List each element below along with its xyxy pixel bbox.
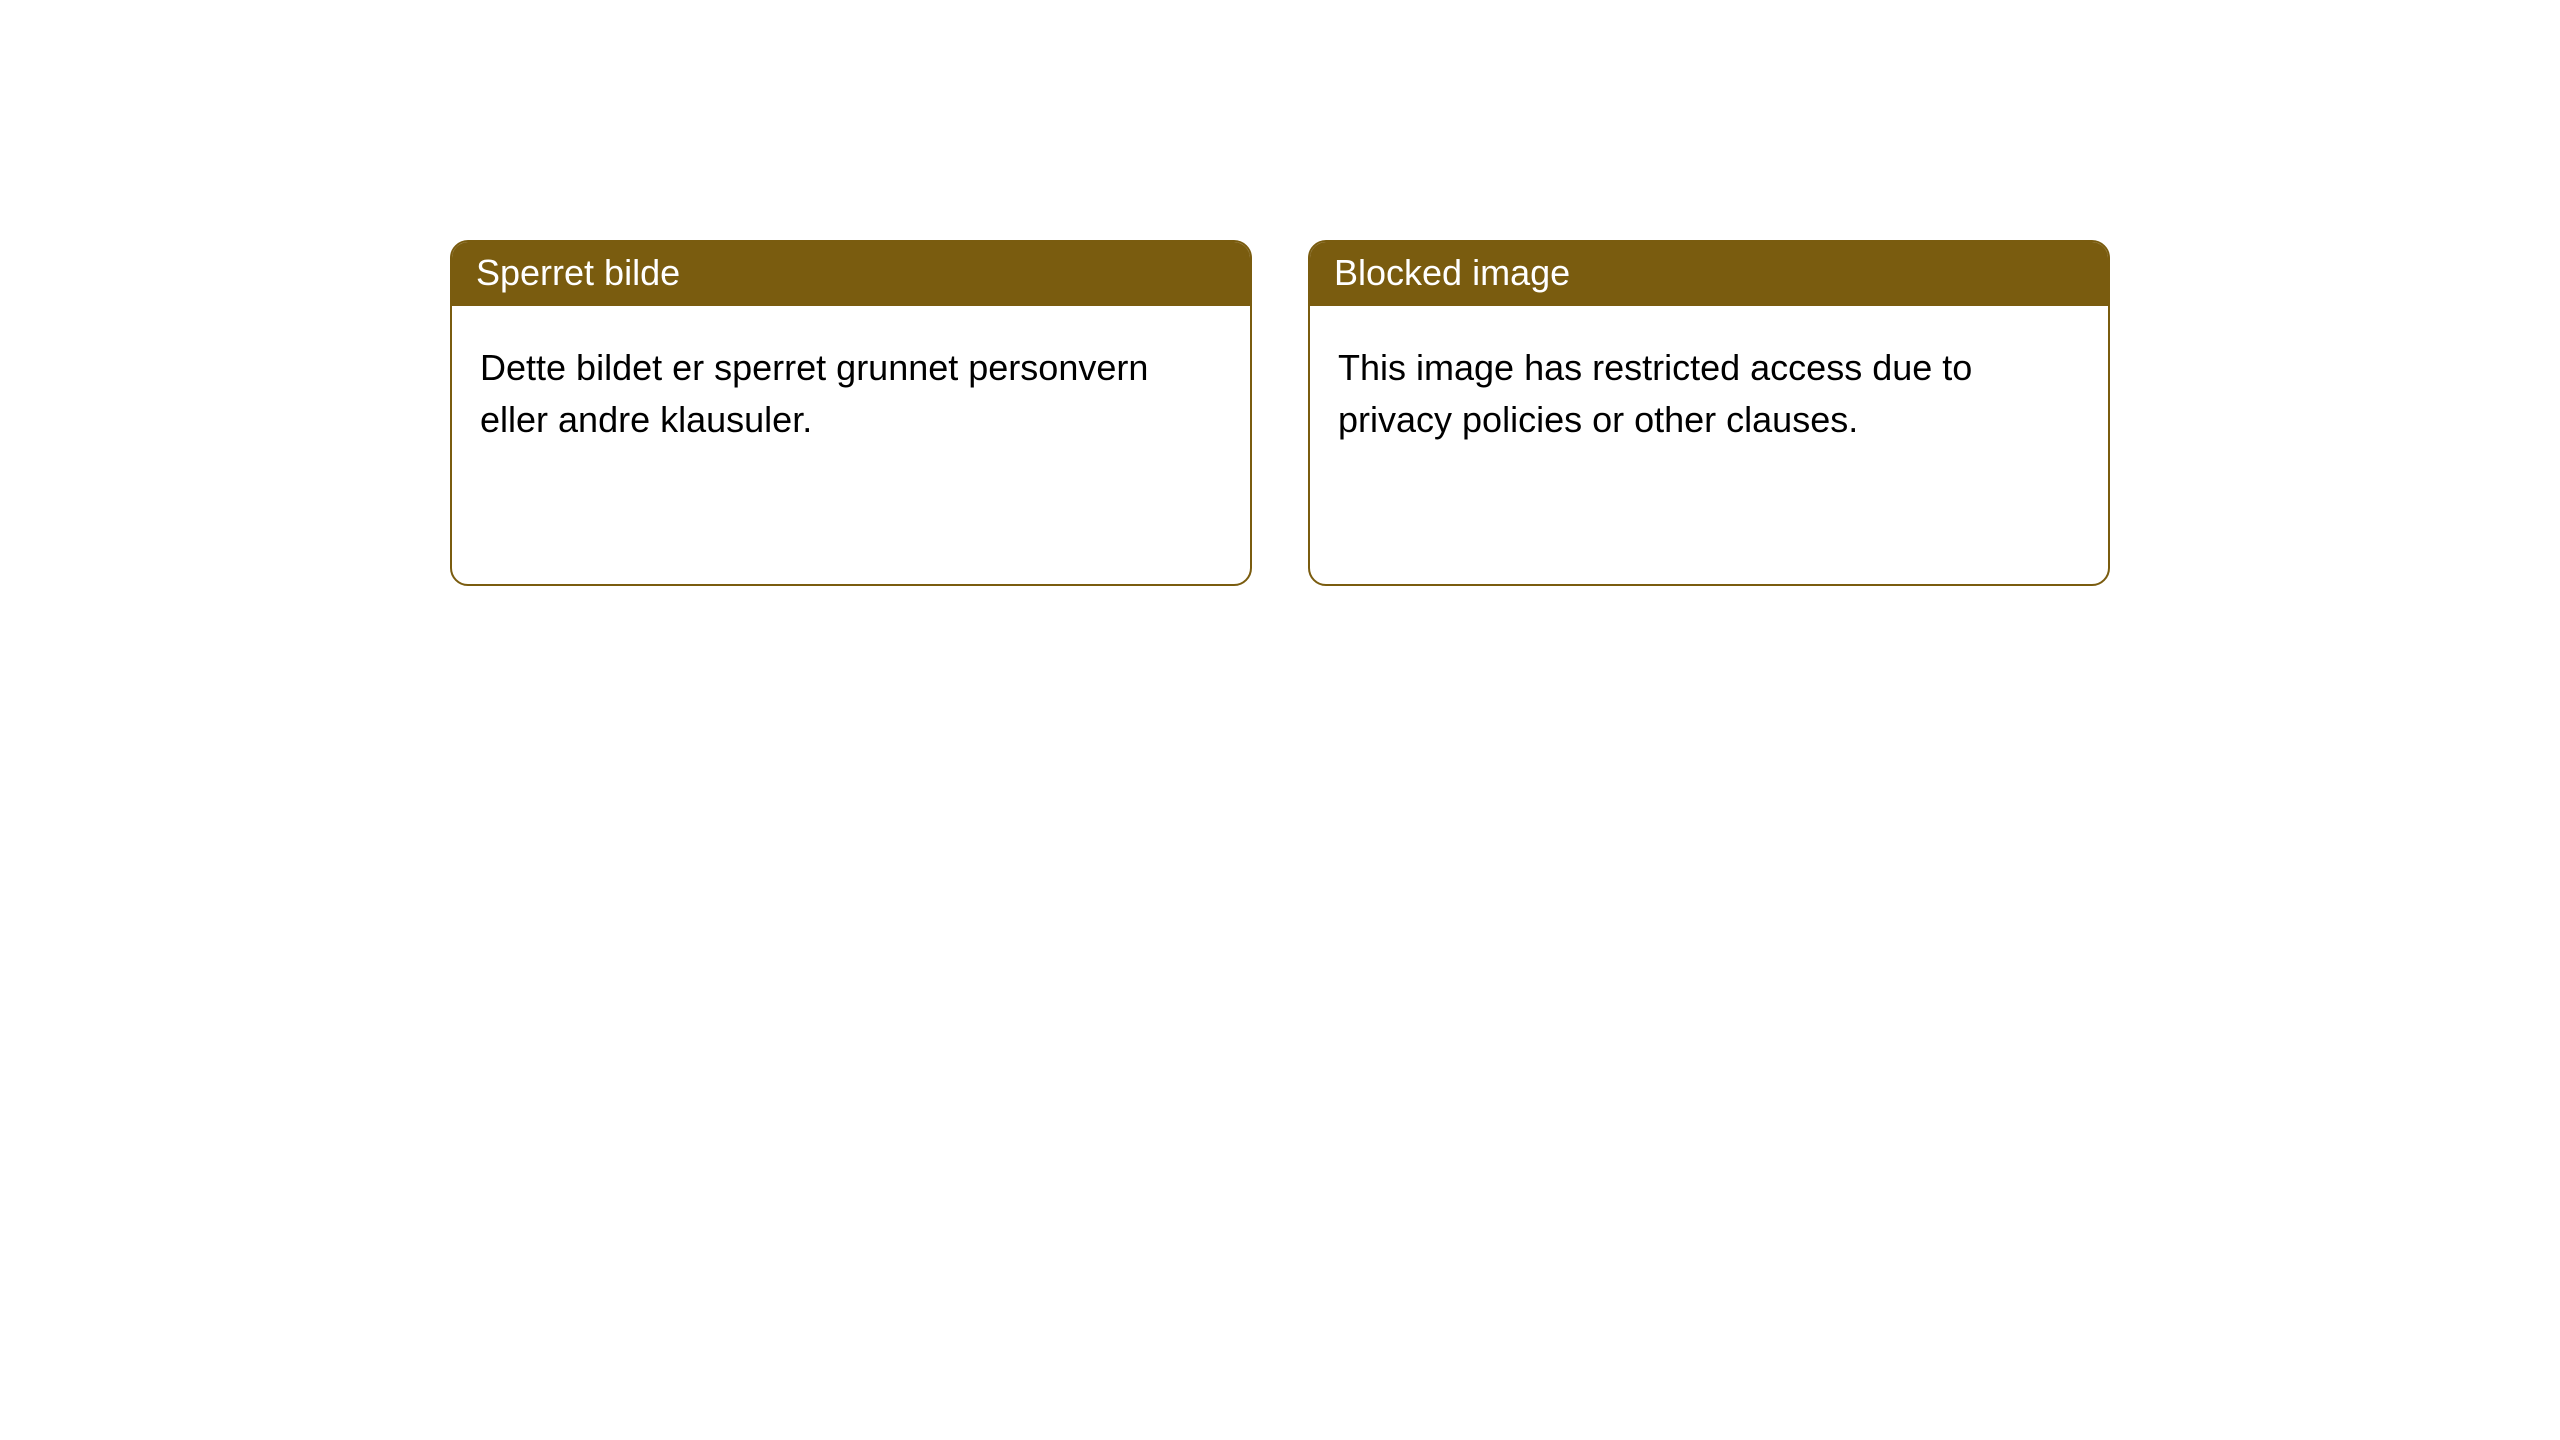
card-header-en: Blocked image (1310, 242, 2108, 306)
card-header-no: Sperret bilde (452, 242, 1250, 306)
blocked-image-card-en: Blocked image This image has restricted … (1308, 240, 2110, 586)
blocked-image-card-no: Sperret bilde Dette bildet er sperret gr… (450, 240, 1252, 586)
blocked-image-cards: Sperret bilde Dette bildet er sperret gr… (450, 240, 2560, 586)
card-body-en: This image has restricted access due to … (1310, 306, 2108, 584)
card-body-no: Dette bildet er sperret grunnet personve… (452, 306, 1250, 584)
